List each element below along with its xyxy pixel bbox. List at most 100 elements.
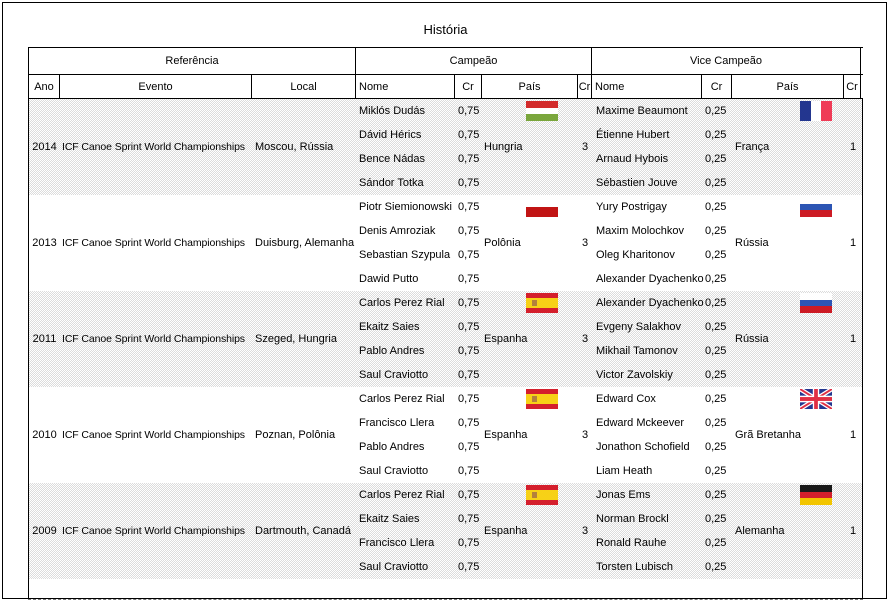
local-cell: Szeged, Hungria — [255, 333, 337, 345]
column-header-cr2-vice: Cr — [843, 75, 861, 98]
champion-country-cr-cell: 3 — [581, 525, 589, 537]
vice-cr-cell: 0,25 — [705, 129, 727, 141]
champion-cr-cell: 0,75 — [458, 297, 480, 309]
vice-name-cell: Ronald Rauhe — [596, 537, 667, 549]
champion-country-label: Hungria — [484, 141, 523, 153]
champion-cr-cell: 0,75 — [458, 513, 480, 525]
spain-emblem — [532, 300, 537, 306]
vice-cr-cell: 0,25 — [705, 249, 727, 261]
champion-name-cell: Pablo Andres — [359, 345, 425, 357]
vice-name-cell: Maxime Beaumont — [596, 105, 688, 117]
vice-name-cell: Edward Cox — [596, 393, 656, 405]
event-cell: ICF Canoe Sprint World Championships — [62, 237, 245, 249]
russia-flag-icon — [800, 293, 832, 313]
champion-country-label: Espanha — [484, 333, 528, 345]
column-header-local: Local — [251, 75, 355, 98]
vice-country-cell: Rússia — [732, 195, 844, 291]
vice-cr-cell: 0,25 — [705, 345, 727, 357]
vice-country-label: Grã Bretanha — [735, 429, 802, 441]
champion-cr-cell: 0,75 — [458, 273, 480, 285]
vice-name-cell: Alexander Dyachenko — [596, 297, 704, 309]
event-cell: ICF Canoe Sprint World Championships — [62, 141, 245, 153]
alemanha-flag-icon — [800, 485, 832, 505]
champion-name-cell: Francisco Llera — [359, 417, 435, 429]
champion-name-cell: Piotr Siemionowski — [359, 201, 452, 213]
vice-name-cell: Norman Brockl — [596, 513, 669, 525]
vice-country-cr-cell: 1 — [849, 237, 857, 249]
champion-name-cell: Saul Craviotto — [359, 369, 429, 381]
champion-cr-cell: 0,75 — [458, 153, 480, 165]
vice-country-cr-cell: 1 — [849, 141, 857, 153]
vice-country-label: França — [735, 141, 770, 153]
vice-cr-cell: 0,25 — [705, 513, 727, 525]
vice-country-cr-cell: 1 — [849, 429, 857, 441]
vice-cr-cell: 0,25 — [705, 105, 727, 117]
year-cell: 2014 — [32, 141, 57, 153]
column-header-cr-campeao: Cr — [454, 75, 481, 98]
vice-name-cell: Yury Postrigay — [596, 201, 667, 213]
polonia-flag-icon — [526, 197, 558, 217]
champion-country-cr-cell: 3 — [581, 429, 589, 441]
champion-name-cell: Saul Craviotto — [359, 465, 429, 477]
champion-name-cell: Pablo Andres — [359, 441, 425, 453]
vice-name-cell: Alexander Dyachenko — [596, 273, 704, 285]
vice-country-cell: França — [732, 99, 844, 195]
event-cell: ICF Canoe Sprint World Championships — [62, 333, 245, 345]
vice-country-cell: Grã Bretanha — [732, 387, 844, 483]
champion-name-cell: Miklós Dudás — [359, 105, 426, 117]
champion-country-cr-cell: 3 — [581, 237, 589, 249]
column-header-pais-vice: País — [731, 75, 843, 98]
vice-cr-cell: 0,25 — [705, 273, 727, 285]
local-cell: Dartmouth, Canadá — [255, 525, 351, 537]
champion-name-cell: Francisco Llera — [359, 537, 435, 549]
history-table: Referência Campeão Vice Campeão Ano Even… — [28, 47, 863, 600]
champion-name-cell: Carlos Perez Rial — [359, 393, 445, 405]
vice-cr-cell: 0,25 — [705, 537, 727, 549]
champion-country-cr-cell: 3 — [581, 141, 589, 153]
champion-cr-cell: 0,75 — [458, 537, 480, 549]
vice-country-cell: Rússia — [732, 291, 844, 387]
champion-cr-cell: 0,75 — [458, 489, 480, 501]
year-cell: 2010 — [32, 429, 57, 441]
champion-name-cell: Sándor Totka — [359, 177, 424, 189]
champion-country-cr-cell: 3 — [581, 333, 589, 345]
champion-cr-cell: 0,75 — [458, 561, 480, 573]
spain-emblem — [532, 396, 537, 402]
vice-country-cell: Alemanha — [732, 483, 844, 579]
vice-name-cell: Sébastien Jouve — [596, 177, 678, 189]
vice-cr-cell: 0,25 — [705, 561, 727, 573]
champion-cr-cell: 0,75 — [458, 465, 480, 477]
section-header-vice-campeao: Vice Campeão — [591, 48, 861, 74]
local-cell: Poznan, Polônia — [255, 429, 336, 441]
local-cell: Duisburg, Alemanha — [255, 237, 355, 249]
vice-cr-cell: 0,25 — [705, 369, 727, 381]
vice-name-cell: Evgeny Salakhov — [596, 321, 681, 333]
vice-country-label: Rússia — [735, 237, 769, 249]
column-header-evento: Evento — [59, 75, 251, 98]
column-header-nome-campeao: Nome — [355, 75, 454, 98]
column-header-cr2-campeao: Cr — [577, 75, 591, 98]
vice-cr-cell: 0,25 — [705, 321, 727, 333]
vice-name-cell: Arnaud Hybois — [596, 153, 669, 165]
vice-name-cell: Maxim Molochkov — [596, 225, 685, 237]
champion-name-cell: Carlos Perez Rial — [359, 297, 445, 309]
champion-cr-cell: 0,75 — [458, 393, 480, 405]
year-group-2010: 2010 ICF Canoe Sprint World Championships… — [28, 387, 863, 483]
table-bottom-spacer — [28, 579, 863, 599]
champion-cr-cell: 0,75 — [458, 225, 480, 237]
vice-name-cell: Liam Heath — [596, 465, 653, 477]
year-cell: 2009 — [32, 525, 57, 537]
champion-country-label: Espanha — [484, 429, 528, 441]
champion-country-cell: Espanha — [482, 483, 578, 579]
column-header-row: Ano Evento Local Nome Cr País Cr Nome Cr… — [28, 74, 863, 99]
champion-cr-cell: 0,75 — [458, 441, 480, 453]
champion-country-label: Polônia — [484, 237, 521, 249]
year-cell: 2011 — [32, 333, 57, 345]
champion-name-cell: Dawid Putto — [359, 273, 419, 285]
spain-emblem — [532, 492, 537, 498]
champion-country-cell: Polônia — [482, 195, 578, 291]
vice-name-cell: Victor Zavolskiy — [596, 369, 673, 381]
russia-flag-icon — [800, 197, 832, 217]
column-header-cr-vice: Cr — [701, 75, 731, 98]
